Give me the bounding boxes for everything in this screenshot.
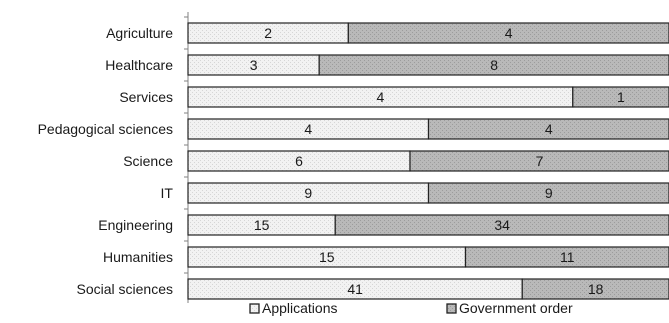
data-label-applications: 9 (304, 185, 312, 201)
category-labels: Agriculture Healthcare Services Pedagogical… (38, 25, 174, 297)
bar-government-order-engineering (334, 214, 669, 236)
data-label-government-order: 7 (536, 153, 544, 169)
data-label-applications: 2 (264, 25, 272, 41)
category-label-services: Services (119, 89, 173, 105)
legend: Applications Government order (249, 300, 573, 316)
data-label-applications: 41 (347, 281, 363, 297)
data-label-government-order: 1 (617, 89, 625, 105)
bar-government-order-humanities (464, 246, 669, 268)
category-label-agriculture: Agriculture (106, 25, 173, 41)
category-label-social-sciences: Social sciences (77, 281, 174, 297)
data-label-applications: 6 (295, 153, 303, 169)
data-label-applications: 4 (377, 89, 385, 105)
category-label-healthcare: Healthcare (105, 57, 173, 73)
data-label-government-order: 4 (545, 121, 553, 137)
data-label-government-order: 9 (545, 185, 553, 201)
data-label-government-order: 8 (490, 57, 498, 73)
bar-government-order-science (409, 150, 669, 172)
data-label-applications: 3 (250, 57, 258, 73)
category-label-science: Science (123, 153, 173, 169)
legend-label-applications: Applications (262, 300, 338, 316)
bar-government-order-pedagogical-sciences (427, 118, 669, 140)
bar-government-order-healthcare (318, 54, 669, 76)
data-label-government-order: 4 (505, 25, 513, 41)
category-label-humanities: Humanities (103, 249, 173, 265)
legend-label-government-order: Government order (459, 300, 573, 316)
data-label-applications: 15 (319, 249, 335, 265)
legend-swatch-government-order (446, 303, 457, 314)
category-label-engineering: Engineering (98, 217, 173, 233)
bar-government-order-agriculture (347, 22, 669, 44)
legend-swatch-applications (249, 303, 260, 314)
category-label-it: IT (161, 185, 174, 201)
data-label-applications: 15 (254, 217, 270, 233)
data-label-government-order: 18 (588, 281, 604, 297)
bar-government-order-it (427, 182, 669, 204)
data-label-applications: 4 (304, 121, 312, 137)
data-label-government-order: 34 (494, 217, 510, 233)
category-label-pedagogical-sciences: Pedagogical sciences (38, 121, 173, 137)
data-label-government-order: 11 (560, 249, 575, 265)
